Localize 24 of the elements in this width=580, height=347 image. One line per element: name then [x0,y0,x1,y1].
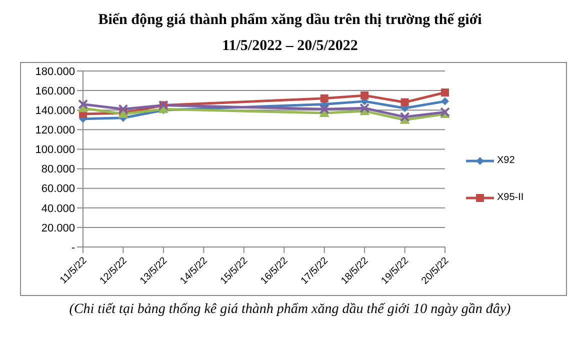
y-tick-label: 20.000 [41,222,75,234]
point [360,91,369,100]
chart-title: Biến động giá thành phẩm xăng dầu trên thị trường thế giới [97,11,483,30]
point [320,94,328,102]
point [118,104,128,114]
point [319,104,330,114]
chart-subtitle: 11/5/2022 – 20/5/2022 [221,37,359,56]
y-tick-label: 160.000 [35,85,75,98]
y-tick-label: 140.000 [35,105,75,118]
point [441,97,449,106]
y-tick-label: 100.000 [35,144,75,156]
y-tick-label: 120.000 [35,124,75,137]
y-tick-label: 180.000 [35,66,75,78]
y-tick-label: 80.000 [41,164,75,176]
legend-label: X95-II [497,192,524,203]
point [360,103,370,114]
legend-label: X92 [497,155,515,166]
y-tick-label: 60.000 [41,183,75,196]
point [400,112,410,122]
point [441,88,449,97]
text: (Chi tiết tại bảng thống kê giá thành phẩm xăng dầu thế giới 10 ngày gần đây) [68,302,512,318]
y-tick-label: 40.000 [41,202,75,215]
point [400,98,409,106]
y-tick-label: - [71,242,76,254]
